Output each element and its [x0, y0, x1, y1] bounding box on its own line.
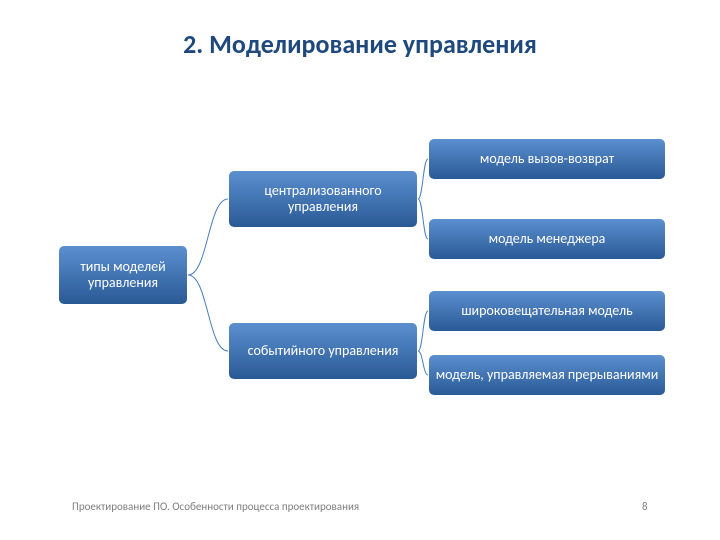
- tree-node: централизованного управления: [228, 170, 418, 228]
- tree-edge: [418, 159, 428, 199]
- tree-edge: [188, 275, 228, 351]
- slide-title: 2. Моделирование управления: [0, 28, 720, 60]
- footer-text: Проектирование ПО. Особенности процесса …: [72, 500, 359, 513]
- tree-node: модель, управляемая прерываниями: [428, 354, 666, 396]
- tree-node: типы моделей управления: [58, 245, 188, 305]
- tree-node: модель вызов-возврат: [428, 138, 666, 180]
- tree-edge: [188, 199, 228, 275]
- tree-edge: [418, 199, 428, 239]
- tree-node: широковещательная модель: [428, 290, 666, 332]
- tree-node: модель менеджера: [428, 218, 666, 260]
- tree-edge: [418, 311, 428, 351]
- tree-edge: [418, 351, 428, 375]
- tree-node: событийного управления: [228, 322, 418, 380]
- page-number: 8: [642, 500, 648, 513]
